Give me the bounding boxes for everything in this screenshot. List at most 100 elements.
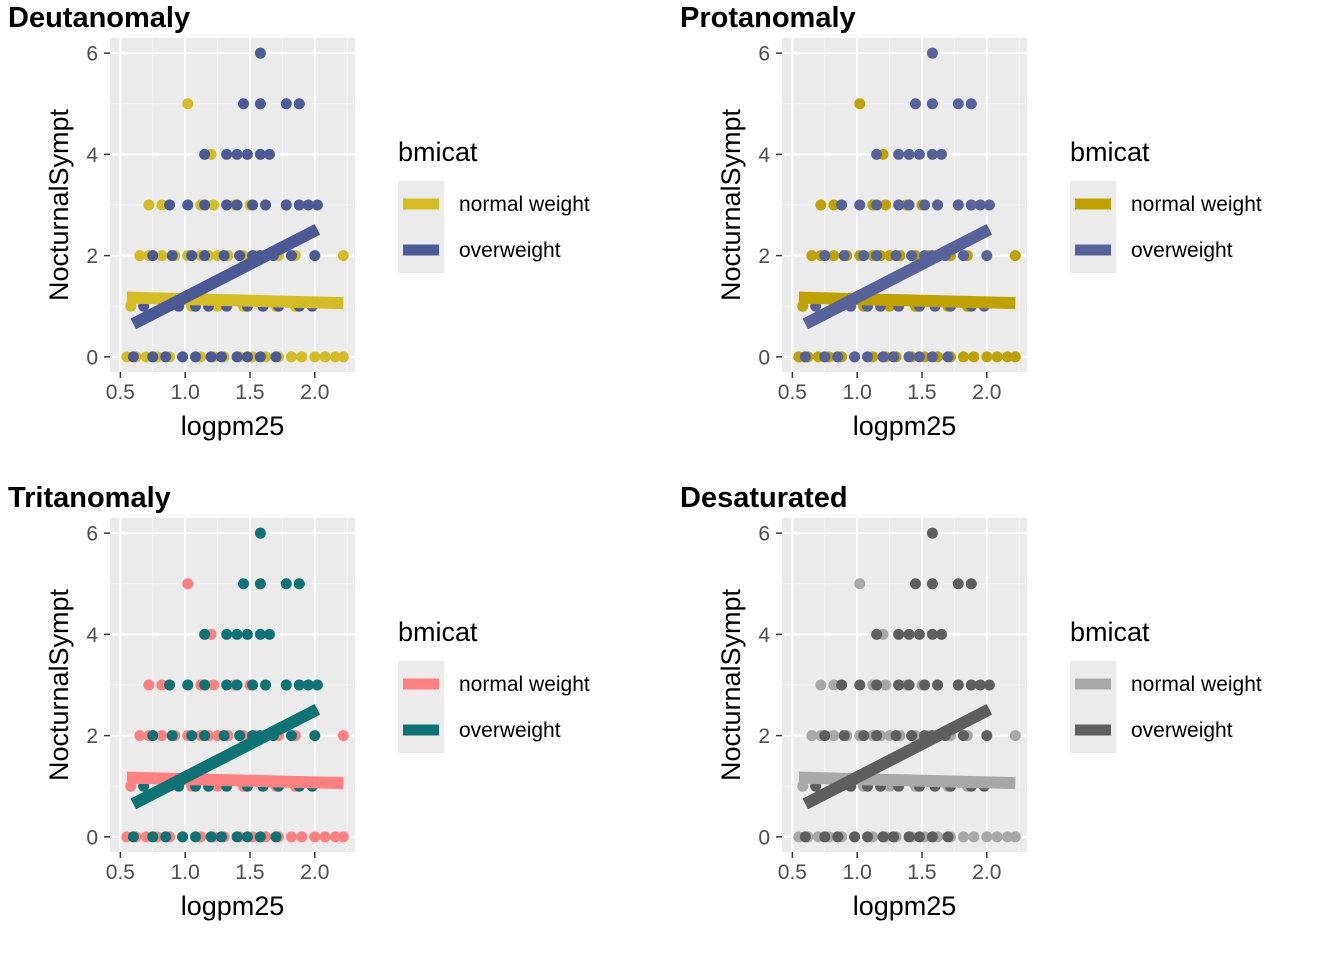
- data-point: [836, 679, 848, 691]
- data-point: [296, 351, 308, 363]
- data-point: [932, 199, 944, 211]
- data-points: [121, 527, 349, 843]
- x-tick-label: 1.0: [171, 381, 200, 404]
- trend-line: [802, 703, 993, 810]
- chart-title: Protanomaly: [680, 2, 856, 34]
- data-point: [871, 730, 883, 742]
- data-point: [838, 250, 850, 262]
- data-point: [127, 351, 139, 363]
- data-point: [280, 679, 292, 691]
- data-point: [208, 199, 220, 211]
- data-point: [186, 730, 198, 742]
- data-point: [893, 148, 905, 160]
- data-point: [862, 351, 874, 363]
- y-tick-label: 4: [86, 624, 98, 647]
- trend-line: [802, 223, 993, 330]
- x-tick-label: 1.5: [907, 861, 936, 884]
- data-point: [293, 578, 305, 590]
- data-point: [806, 730, 818, 742]
- data-point: [147, 831, 159, 843]
- data-point: [160, 351, 172, 363]
- data-point: [906, 730, 918, 742]
- data-point: [854, 679, 866, 691]
- data-point: [957, 730, 969, 742]
- data-point: [337, 831, 349, 843]
- data-point: [880, 199, 892, 211]
- data-point: [1002, 831, 1014, 843]
- legend: bmicat normal weight overweight: [1070, 137, 1262, 273]
- data-point: [166, 250, 178, 262]
- data-point: [254, 148, 266, 160]
- data-point: [182, 199, 194, 211]
- data-point: [965, 679, 977, 691]
- legend-key-point: [415, 244, 427, 256]
- data-point: [926, 578, 938, 590]
- data-point: [819, 351, 831, 363]
- data-point: [221, 148, 233, 160]
- data-point: [849, 351, 861, 363]
- legend-label: normal weight: [459, 673, 590, 696]
- data-point: [974, 679, 986, 691]
- x-tick-label: 2.0: [300, 861, 329, 884]
- data-point: [156, 730, 168, 742]
- data-point: [862, 831, 874, 843]
- x-tick-label: 0.5: [106, 861, 135, 884]
- data-point: [134, 730, 146, 742]
- data-point: [815, 199, 827, 211]
- data-point: [260, 199, 272, 211]
- data-point: [215, 351, 227, 363]
- data-point: [906, 250, 918, 262]
- y-tick-label: 6: [86, 523, 98, 546]
- legend-label: normal weight: [1131, 673, 1262, 696]
- data-point: [285, 351, 297, 363]
- data-point: [957, 351, 969, 363]
- trend-line: [130, 223, 321, 330]
- legend: bmicat normal weight overweight: [398, 617, 590, 753]
- data-point: [991, 351, 1003, 363]
- data-point: [968, 831, 980, 843]
- data-point: [238, 98, 250, 110]
- legend-title: bmicat: [398, 617, 478, 647]
- y-tick-label: 0: [86, 826, 98, 849]
- data-point: [293, 98, 305, 110]
- y-tick-label: 6: [86, 43, 98, 66]
- data-point: [254, 578, 266, 590]
- data-point: [285, 730, 297, 742]
- legend-key-point: [415, 198, 427, 210]
- data-point: [1002, 351, 1014, 363]
- data-point: [1009, 730, 1021, 742]
- data-point: [311, 199, 323, 211]
- data-point: [932, 679, 944, 691]
- data-point: [182, 98, 194, 110]
- y-axis-title: NocturnalSympt: [44, 588, 74, 781]
- data-point: [957, 250, 969, 262]
- data-point: [231, 351, 243, 363]
- y-axis-title: NocturnalSympt: [716, 588, 746, 781]
- y-tick-label: 2: [86, 725, 98, 748]
- y-tick-label: 4: [758, 624, 770, 647]
- data-point: [983, 679, 995, 691]
- data-point: [147, 250, 159, 262]
- data-point: [319, 351, 331, 363]
- legend-title: bmicat: [1070, 617, 1150, 647]
- data-point: [254, 831, 266, 843]
- data-point: [270, 831, 282, 843]
- data-point: [854, 199, 866, 211]
- data-point: [190, 831, 202, 843]
- data-point: [877, 831, 889, 843]
- legend: bmicat normal weight overweight: [398, 137, 590, 273]
- data-point: [858, 250, 870, 262]
- data-point: [263, 148, 275, 160]
- data-point: [302, 679, 314, 691]
- legend-label: overweight: [459, 239, 561, 262]
- x-axis-title: logpm25: [853, 411, 957, 441]
- data-point: [1009, 250, 1021, 262]
- data-point: [819, 250, 831, 262]
- x-axis-title: logpm25: [181, 411, 285, 441]
- data-point: [293, 679, 305, 691]
- legend-label: overweight: [1131, 239, 1233, 262]
- data-point: [880, 679, 892, 691]
- data-point: [893, 679, 905, 691]
- x-axis-title: logpm25: [853, 891, 957, 921]
- data-point: [806, 250, 818, 262]
